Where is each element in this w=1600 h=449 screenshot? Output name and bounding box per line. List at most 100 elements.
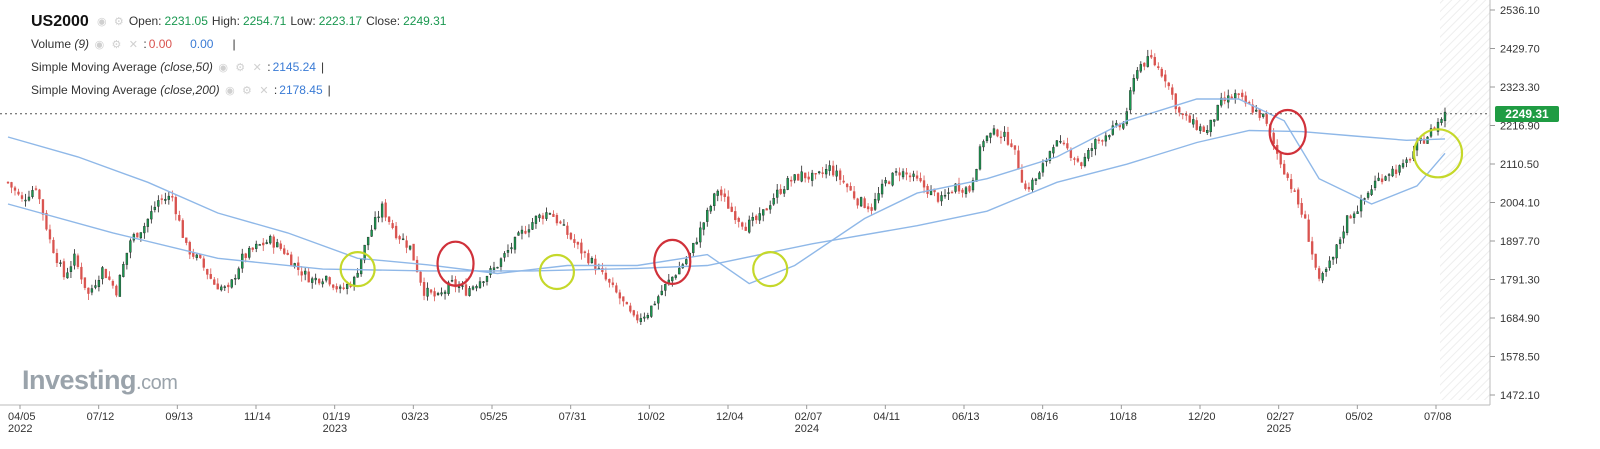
candle-body [1380, 178, 1384, 183]
candle-body [870, 207, 873, 211]
sma-line-200 [7, 129, 1446, 272]
candle-body [1129, 90, 1132, 111]
candle-body [727, 196, 730, 209]
candle-body [587, 253, 590, 264]
candle-body [856, 198, 859, 206]
candle-body [440, 292, 443, 295]
gear-icon[interactable]: ⚙ [235, 61, 246, 74]
candle-body [1300, 203, 1303, 215]
candle-body [891, 172, 894, 186]
candle-body [1342, 231, 1345, 239]
candle-body [950, 191, 954, 194]
eye-icon[interactable]: ◉ [218, 61, 229, 74]
candle-body [636, 314, 639, 321]
gear-icon[interactable]: ⚙ [241, 84, 252, 97]
y-tick-label: 1791.30 [1500, 275, 1540, 287]
candle-body [1171, 87, 1174, 95]
candle-body [171, 196, 174, 198]
candle-body [1181, 113, 1184, 116]
candle-body [1048, 151, 1052, 161]
close-icon[interactable]: ✕ [252, 61, 262, 74]
candle-body [223, 286, 226, 288]
candle-body [10, 182, 13, 188]
sma200-indicator-row[interactable]: Simple Moving Average (close,200) ◉ ⚙ ✕ … [31, 79, 450, 102]
candle-body [1164, 74, 1167, 82]
candle-body [503, 253, 506, 258]
candle-body [447, 282, 450, 294]
sma200-params: (close,200) [160, 83, 220, 97]
candle-body [248, 247, 251, 258]
low-value: 2223.17 [318, 14, 363, 28]
candle-body [6, 181, 10, 184]
candle-body [884, 180, 887, 184]
candle-body [213, 279, 216, 285]
candle-body [1006, 131, 1010, 145]
gear-icon[interactable]: ⚙ [113, 15, 124, 28]
candle-body [720, 189, 723, 196]
candle-body [1241, 92, 1244, 97]
x-tick-year: 2025 [1267, 423, 1291, 435]
candle-body [419, 271, 422, 283]
sma50-indicator-row[interactable]: Simple Moving Average (close,50) ◉ ⚙ ✕ :… [31, 56, 450, 79]
candle-body [1080, 162, 1083, 167]
candle-body [1349, 215, 1352, 219]
candle-body [167, 195, 170, 200]
candle-body [1125, 111, 1128, 125]
candle-body [838, 170, 842, 180]
close-icon[interactable]: ✕ [128, 38, 138, 51]
candle-body [1426, 136, 1429, 144]
candle-body [195, 254, 198, 258]
y-tick-label: 2536.10 [1500, 5, 1540, 17]
candle-body [695, 241, 698, 245]
candle-body [545, 212, 548, 219]
candle-body [716, 190, 719, 196]
candle-body [1153, 56, 1156, 66]
candle-body [38, 189, 41, 200]
candle-body [1394, 169, 1398, 175]
candle-body [713, 193, 716, 207]
red-annotation-circle [436, 240, 475, 287]
candle-body [880, 183, 884, 195]
eye-icon[interactable]: ◉ [94, 38, 105, 51]
close-icon[interactable]: ✕ [259, 84, 269, 97]
candle-body [1003, 131, 1006, 137]
candle-body [1146, 56, 1149, 67]
candle-body [475, 286, 478, 289]
candle-body [202, 258, 205, 268]
candle-body [618, 292, 622, 299]
candle-body [1234, 93, 1237, 99]
candle-body [961, 189, 964, 193]
candle-body [510, 247, 513, 250]
candle-body [506, 250, 510, 253]
candle-body [901, 171, 905, 178]
candle-body [779, 188, 782, 194]
candle-body [492, 267, 496, 270]
candle-body [576, 241, 580, 245]
candle-body [555, 214, 559, 224]
candle-body [1132, 78, 1135, 92]
candle-body [66, 272, 69, 279]
candle-body [366, 236, 370, 246]
candle-body [331, 284, 335, 288]
candle-body [748, 219, 751, 233]
candle-body [772, 198, 775, 205]
candle-body [1087, 150, 1090, 159]
eye-icon[interactable]: ◉ [225, 84, 235, 97]
candle-body [433, 291, 436, 297]
candle-body [845, 183, 849, 188]
x-tick-label: 02/07 [795, 411, 823, 423]
volume-indicator-row[interactable]: Volume (9) ◉ ⚙ ✕ : 0.00 0.00 | [31, 33, 450, 56]
candle-body [615, 285, 618, 293]
candle-body [873, 198, 877, 210]
eye-icon[interactable]: ◉ [97, 15, 107, 28]
candle-body [34, 188, 38, 190]
logo-suffix: .com [136, 372, 178, 394]
close-value: 2249.31 [403, 14, 447, 28]
candle-body [24, 199, 27, 202]
x-tick-label: 05/02 [1345, 411, 1373, 423]
gear-icon[interactable]: ⚙ [111, 38, 122, 51]
candle-body [797, 173, 800, 181]
candle-body [80, 266, 83, 280]
candle-body [118, 275, 122, 297]
